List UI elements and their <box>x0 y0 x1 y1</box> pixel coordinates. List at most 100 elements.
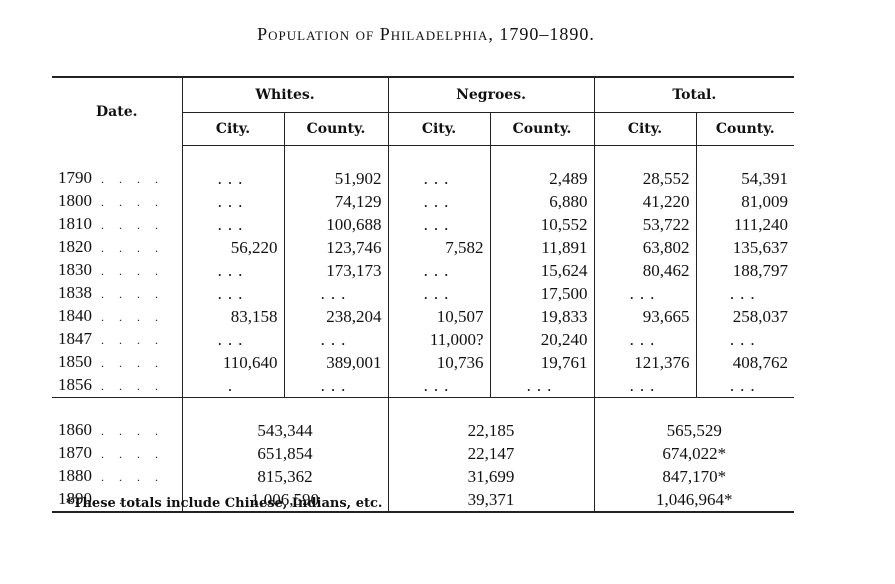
table-row: 1800 . . . .... 74,129... 6,880 41,220 81,00… <box>52 190 795 213</box>
negroes-city-cell: ... <box>387 213 491 236</box>
year-label: 1800 <box>58 191 92 210</box>
dot-leader: . . . . <box>92 241 164 255</box>
year-label: 1870 <box>58 443 92 462</box>
total-county-cell: 111,240 <box>695 213 795 236</box>
date-cell: 1856 . . . . <box>52 374 183 398</box>
date-cell: 1810 . . . . <box>52 213 183 236</box>
header-negroes-city: City. <box>387 112 491 146</box>
whites-city-cell: ... <box>181 190 284 213</box>
negroes-combined-cell: 22,147 <box>387 442 595 465</box>
year-label: 1850 <box>58 352 92 371</box>
total-city-cell: 80,462 <box>593 259 697 282</box>
year-label: 1838 <box>58 283 92 302</box>
total-city-cell: 121,376 <box>593 351 697 374</box>
year-label: 1810 <box>58 214 92 233</box>
date-cell: 1838 . . . . <box>52 282 183 305</box>
whites-county-cell: ... <box>283 282 389 305</box>
early-rows: 1790 . . . .... 51,902... 2,489 28,552 54,39… <box>52 145 795 398</box>
dot-leader: . . . . <box>92 470 164 484</box>
negroes-city-cell: 10,736 <box>387 351 491 374</box>
negroes-county-cell: 10,552 <box>489 213 595 236</box>
whites-combined-cell: 543,344 <box>181 419 389 442</box>
negroes-county-cell: 11,891 <box>489 236 595 259</box>
total-combined-cell: 1,046,964* <box>593 488 795 513</box>
table-row: 1856 . . . ................. <box>52 374 795 398</box>
table-row: 1790 . . . .... 51,902... 2,489 28,552 54,39… <box>52 167 795 190</box>
total-county-cell: 54,391 <box>695 167 795 190</box>
total-county-cell: 258,037 <box>695 305 795 328</box>
table-row: 1830 . . . .... 173,173... 15,624 80,462 188… <box>52 259 795 282</box>
negroes-city-cell: ... <box>387 374 491 398</box>
date-cell: 1790 . . . . <box>52 167 183 190</box>
table-row: 1810 . . . .... 100,688... 10,552 53,722 111… <box>52 213 795 236</box>
header-whites: Whites. <box>181 76 389 113</box>
total-county-cell: 81,009 <box>695 190 795 213</box>
negroes-county-cell: ... <box>489 374 595 398</box>
year-label: 1820 <box>58 237 92 256</box>
negroes-county-cell: 2,489 <box>489 167 595 190</box>
whites-city-cell: 83,158 <box>181 305 284 328</box>
negroes-combined-cell: 22,185 <box>387 419 595 442</box>
date-cell: 1847 . . . . <box>52 328 183 351</box>
dot-leader: . . . . <box>92 333 164 347</box>
whites-city-cell: 110,640 <box>181 351 284 374</box>
header-total-city: City. <box>593 112 697 146</box>
dot-leader: . . . . <box>92 287 164 301</box>
total-combined-cell: 847,170* <box>593 465 795 488</box>
population-table: Date. Whites. Negroes. Total. City. Coun… <box>52 76 795 513</box>
whites-city-cell: ... <box>181 259 284 282</box>
whites-city-cell: ... <box>181 328 284 351</box>
date-cell: 1870 . . . . <box>52 442 183 465</box>
date-cell: 1840 . . . . <box>52 305 183 328</box>
whites-county-cell: 238,204 <box>283 305 389 328</box>
total-city-cell: 63,802 <box>593 236 697 259</box>
negroes-county-cell: 19,833 <box>489 305 595 328</box>
negroes-city-cell: ... <box>387 167 491 190</box>
dot-leader: . . . . <box>92 424 164 438</box>
year-label: 1860 <box>58 420 92 439</box>
total-county-cell: ... <box>695 374 795 398</box>
header-total: Total. <box>593 76 795 113</box>
header-date: Date. <box>52 76 182 146</box>
total-city-cell: 28,552 <box>593 167 697 190</box>
negroes-city-cell: 11,000? <box>387 328 491 351</box>
dot-leader: . . . . <box>92 172 164 186</box>
year-label: 1840 <box>58 306 92 325</box>
date-cell: 1860 . . . . <box>52 419 183 442</box>
total-county-cell: 188,797 <box>695 259 795 282</box>
year-label: 1880 <box>58 466 92 485</box>
date-cell: 1820 . . . . <box>52 236 183 259</box>
table-row: 1860 . . . . 543,344 22,185 565,529 <box>52 419 795 442</box>
year-label: 1856 <box>58 375 92 394</box>
total-county-cell: ... <box>695 282 795 305</box>
header-whites-city: City. <box>181 112 284 146</box>
whites-combined-cell: 815,362 <box>181 465 389 488</box>
whites-county-cell: 389,001 <box>283 351 389 374</box>
total-city-cell: ... <box>593 374 697 398</box>
negroes-city-cell: ... <box>387 190 491 213</box>
table-row: 1820 . . . . 56,220 123,746 7,582 11,891 63,8… <box>52 236 795 259</box>
table-row: 1870 . . . . 651,854 22,147 674,022* <box>52 442 795 465</box>
whites-city-cell: 56,220 <box>181 236 284 259</box>
header-negroes-county: County. <box>489 112 595 146</box>
total-county-cell: 408,762 <box>695 351 795 374</box>
whites-combined-cell: 651,854 <box>181 442 389 465</box>
whites-combined-cell: 1,006,590 <box>181 488 389 513</box>
total-city-cell: 41,220 <box>593 190 697 213</box>
table-title: Population of Philadelphia, 1790–1890. <box>257 24 595 44</box>
total-city-cell: 93,665 <box>593 305 697 328</box>
whites-city-cell: . <box>181 374 284 398</box>
whites-city-cell: ... <box>181 167 284 190</box>
whites-city-cell: ... <box>181 213 284 236</box>
dot-leader: . . . . <box>92 218 164 232</box>
total-combined-cell: 674,022* <box>593 442 795 465</box>
whites-county-cell: ... <box>283 328 389 351</box>
table-row: 1890 . . . . 1,006,590 39,371 1,046,964* <box>52 488 795 513</box>
header-whites-county: County. <box>283 112 389 146</box>
total-combined-cell: 565,529 <box>593 419 795 442</box>
whites-county-cell: 100,688 <box>283 213 389 236</box>
dot-leader: . . . . <box>92 264 164 278</box>
negroes-city-cell: 10,507 <box>387 305 491 328</box>
whites-county-cell: 173,173 <box>283 259 389 282</box>
